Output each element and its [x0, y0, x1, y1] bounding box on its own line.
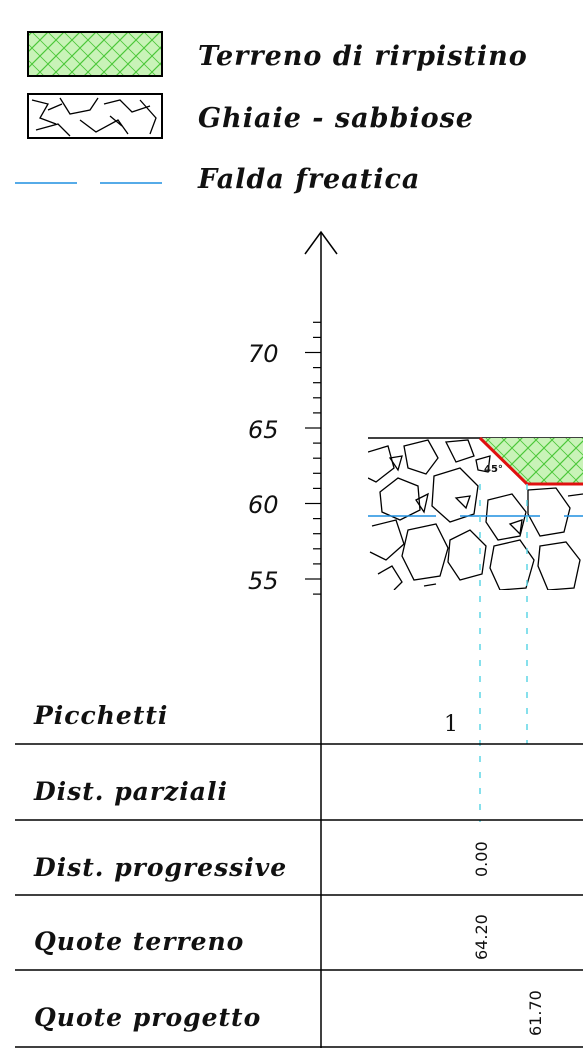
station-guide-lines	[479, 484, 528, 822]
legend-gravel-swatch	[27, 93, 163, 139]
quote-terreno-value: 64.20	[472, 914, 491, 960]
picchetto-value: 1	[444, 712, 458, 737]
row-label-picchetti: Picchetti	[33, 701, 168, 730]
row-label-quote-terreno: Quote terreno	[34, 927, 244, 956]
axis-tick-label: 70	[248, 340, 279, 368]
row-label-quote-progetto: Quote progetto	[34, 1003, 261, 1032]
elevation-axis: 70 65 60 55	[248, 230, 338, 1048]
backfill-area	[480, 438, 583, 484]
legend-fill-swatch	[27, 31, 163, 77]
soil-profile: 45°	[368, 436, 583, 822]
axis-tick-label: 60	[248, 491, 279, 519]
legend: Terreno di rirpistino Ghiaie - sabbiose …	[15, 31, 528, 195]
slope-angle-label: 45°	[484, 464, 503, 475]
axis-arrow-icon	[304, 230, 338, 255]
row-label-dist-parziali: Dist. parziali	[33, 777, 228, 806]
legend-fill-label: Terreno di rirpistino	[198, 41, 528, 72]
axis-tick-label: 65	[248, 416, 279, 444]
dist-progressive-value: 0.00	[472, 841, 491, 877]
legend-gravel-label: Ghiaie - sabbiose	[198, 103, 474, 134]
axis-tick-label: 55	[248, 567, 279, 595]
quote-progetto-value: 61.70	[526, 990, 545, 1036]
profile-table: Picchetti Dist. parziali Dist. progressi…	[15, 701, 583, 1048]
legend-water-label: Falda freatica	[197, 164, 420, 195]
gravel-texture	[368, 439, 583, 590]
row-label-dist-progressive: Dist. progressive	[33, 853, 287, 882]
